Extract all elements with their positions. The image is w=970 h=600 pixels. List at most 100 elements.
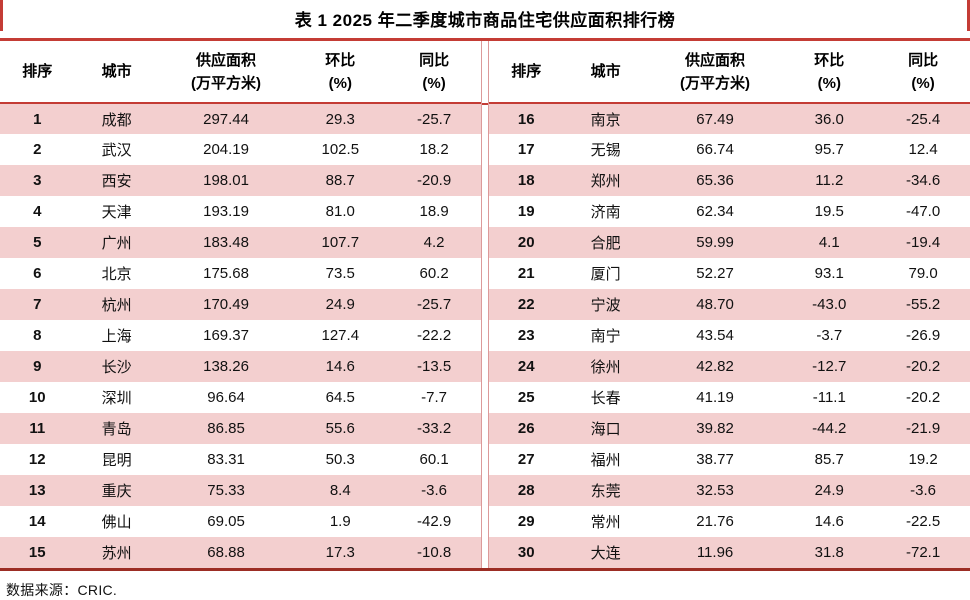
supply-cell: 83.31	[158, 444, 294, 475]
city-cell: 杭州	[74, 289, 159, 320]
table-row: 15 苏州 68.88 17.3 -10.8	[0, 537, 481, 568]
city-cell: 武汉	[74, 134, 159, 165]
table-center-divider	[481, 41, 489, 568]
mom-cell: 24.9	[293, 289, 388, 320]
rank-cell: 14	[0, 506, 75, 537]
city-cell: 佛山	[74, 506, 159, 537]
rank-cell: 28	[489, 475, 564, 506]
mom-cell: 127.4	[293, 320, 388, 351]
table-row: 11 青岛 86.85 55.6 -33.2	[0, 413, 481, 444]
mom-cell: 19.5	[782, 196, 877, 227]
table-row: 27 福州 38.77 85.7 19.2	[489, 444, 970, 475]
supply-cell: 41.19	[647, 382, 783, 413]
yoy-cell: -3.6	[387, 475, 481, 506]
city-cell: 青岛	[74, 413, 159, 444]
supply-cell: 39.82	[647, 413, 783, 444]
col-header-rank: 排序	[0, 41, 75, 104]
rank-cell: 5	[0, 227, 75, 258]
city-cell: 重庆	[74, 475, 159, 506]
col-header-city: 城市	[74, 41, 159, 104]
rank-cell: 22	[489, 289, 564, 320]
city-cell: 南宁	[563, 320, 648, 351]
supply-cell: 75.33	[158, 475, 294, 506]
data-source-note: 数据来源：CRIC.	[6, 582, 118, 598]
table-header-left: 排序 城市 供应面积 (万平方米) 环比 (%) 同比 (%)	[0, 41, 481, 104]
col-header-yoy-label: 同比	[419, 51, 450, 69]
table-row: 14 佛山 69.05 1.9 -42.9	[0, 506, 481, 537]
yoy-cell: -19.4	[876, 227, 970, 258]
supply-cell: 170.49	[158, 289, 294, 320]
table-left-half: 排序 城市 供应面积 (万平方米) 环比 (%) 同比 (%) 1 成都 297.44 29…	[0, 41, 481, 568]
city-cell: 长沙	[74, 351, 159, 382]
mom-cell: 95.7	[782, 134, 877, 165]
table-row: 6 北京 175.68 73.5 60.2	[0, 258, 481, 289]
mom-cell: 8.4	[293, 475, 388, 506]
city-cell: 南京	[563, 103, 648, 134]
table-row: 25 长春 41.19 -11.1 -20.2	[489, 382, 970, 413]
yoy-cell: 19.2	[876, 444, 970, 475]
supply-cell: 69.05	[158, 506, 294, 537]
mom-cell: 29.3	[293, 103, 388, 134]
col-header-yoy: 同比 (%)	[387, 41, 481, 104]
rank-cell: 8	[0, 320, 75, 351]
yoy-cell: -55.2	[876, 289, 970, 320]
city-cell: 福州	[563, 444, 648, 475]
supply-cell: 42.82	[647, 351, 783, 382]
city-cell: 徐州	[563, 351, 648, 382]
table-right-half: 排序 城市 供应面积 (万平方米) 环比 (%) 同比 (%) 16 南京 67.49 36…	[489, 41, 970, 568]
table-row: 22 宁波 48.70 -43.0 -55.2	[489, 289, 970, 320]
col-header-mom-unit: (%)	[817, 74, 841, 92]
col-header-yoy-unit: (%)	[911, 74, 935, 92]
col-header-rank-label: 排序	[511, 63, 542, 80]
col-header-yoy: 同比 (%)	[876, 41, 970, 104]
yoy-cell: -33.2	[387, 413, 481, 444]
rank-cell: 6	[0, 258, 75, 289]
table-row: 28 东莞 32.53 24.9 -3.6	[489, 475, 970, 506]
mom-cell: -11.1	[782, 382, 877, 413]
mom-cell: 107.7	[293, 227, 388, 258]
city-cell: 成都	[74, 103, 159, 134]
col-header-supply-unit: (万平方米)	[191, 74, 262, 92]
table-header-right: 排序 城市 供应面积 (万平方米) 环比 (%) 同比 (%)	[489, 41, 970, 104]
table-row: 5 广州 183.48 107.7 4.2	[0, 227, 481, 258]
table-row: 17 无锡 66.74 95.7 12.4	[489, 134, 970, 165]
col-header-rank-label: 排序	[22, 63, 53, 80]
table-row: 26 海口 39.82 -44.2 -21.9	[489, 413, 970, 444]
table-row: 12 昆明 83.31 50.3 60.1	[0, 444, 481, 475]
supply-cell: 11.96	[647, 537, 783, 568]
table-row: 29 常州 21.76 14.6 -22.5	[489, 506, 970, 537]
city-cell: 天津	[74, 196, 159, 227]
col-header-mom-label: 环比	[325, 51, 356, 69]
mom-cell: 14.6	[293, 351, 388, 382]
mom-cell: 1.9	[293, 506, 388, 537]
table-row: 9 长沙 138.26 14.6 -13.5	[0, 351, 481, 382]
supply-cell: 193.19	[158, 196, 294, 227]
header-row: 排序 城市 供应面积 (万平方米) 环比 (%) 同比 (%)	[489, 41, 970, 104]
yoy-cell: 60.2	[387, 258, 481, 289]
col-header-supply-label: 供应面积	[196, 51, 257, 69]
rank-cell: 15	[0, 537, 75, 568]
table-row: 24 徐州 42.82 -12.7 -20.2	[489, 351, 970, 382]
col-header-supply-unit: (万平方米)	[680, 74, 751, 92]
col-header-yoy-unit: (%)	[422, 74, 446, 92]
yoy-cell: -42.9	[387, 506, 481, 537]
mom-cell: 81.0	[293, 196, 388, 227]
mom-cell: 14.6	[782, 506, 877, 537]
rank-cell: 27	[489, 444, 564, 475]
yoy-cell: -10.8	[387, 537, 481, 568]
rank-cell: 2	[0, 134, 75, 165]
supply-cell: 43.54	[647, 320, 783, 351]
table-row: 7 杭州 170.49 24.9 -25.7	[0, 289, 481, 320]
rank-cell: 29	[489, 506, 564, 537]
page-edge-decoration-right	[967, 0, 970, 31]
rank-cell: 3	[0, 165, 75, 196]
rank-cell: 17	[489, 134, 564, 165]
ranking-table-right: 排序 城市 供应面积 (万平方米) 环比 (%) 同比 (%) 16 南京 67.49 36…	[489, 41, 970, 568]
city-cell: 苏州	[74, 537, 159, 568]
city-cell: 大连	[563, 537, 648, 568]
city-cell: 北京	[74, 258, 159, 289]
table-row: 21 厦门 52.27 93.1 79.0	[489, 258, 970, 289]
mom-cell: 31.8	[782, 537, 877, 568]
table-row: 16 南京 67.49 36.0 -25.4	[489, 103, 970, 134]
city-cell: 长春	[563, 382, 648, 413]
